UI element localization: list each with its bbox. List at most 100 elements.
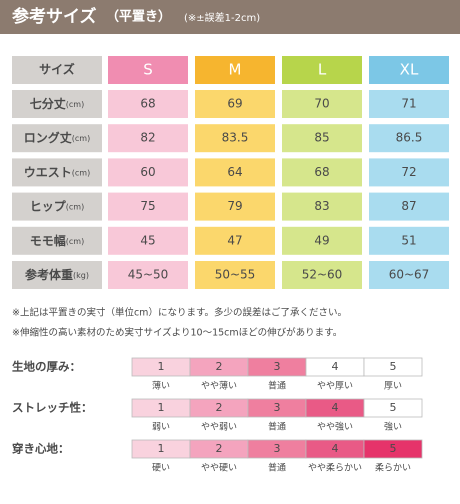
- scale-step: 3: [274, 442, 281, 455]
- value-cell: [195, 261, 275, 289]
- row-label: 参考体重(kg): [25, 267, 89, 282]
- value-cell: [108, 158, 188, 187]
- size-label: S: [143, 61, 153, 79]
- size-cell: [282, 56, 362, 84]
- scale-step: 1: [158, 401, 165, 414]
- value-cell: [282, 90, 362, 118]
- scale-text: やや厚い: [317, 381, 353, 392]
- value-text: 64: [227, 165, 242, 179]
- value-text: 47: [227, 233, 242, 247]
- row-label-cell: [12, 226, 102, 255]
- value-cell: [108, 90, 188, 118]
- value-text: 50~55: [215, 268, 256, 282]
- value-text: 83.5: [222, 131, 249, 145]
- size-label: L: [318, 61, 327, 79]
- scale-step: 1: [158, 360, 165, 373]
- value-cell: [369, 90, 449, 118]
- scale-text: 厚い: [384, 381, 402, 392]
- row-label-unit: (kg): [73, 271, 89, 280]
- value-text: 75: [140, 199, 155, 213]
- scale-step: 2: [216, 360, 223, 373]
- row-label: ウエスト(cm): [24, 165, 90, 179]
- row-label-unit: (cm): [66, 100, 84, 109]
- row-label-unit: (cm): [72, 168, 90, 177]
- note: ※伸縮性の高い素材のため実寸サイズより10～15cmほどの伸びがあります。: [12, 327, 342, 339]
- value-text: 49: [314, 233, 329, 247]
- size-cell: [195, 56, 275, 84]
- row-label-text: ロング丈: [24, 130, 72, 145]
- corner-cell: [12, 56, 102, 84]
- value-cell: [108, 124, 188, 153]
- value-text: 45: [140, 233, 155, 247]
- value-cell: [195, 124, 275, 153]
- header-bar: [0, 0, 460, 34]
- value-text: 60~67: [389, 268, 430, 282]
- corner-label: サイズ: [39, 62, 75, 77]
- scale-text: やや硬い: [201, 463, 237, 474]
- value-cell: [282, 226, 362, 255]
- row-label-cell: [12, 261, 102, 289]
- value-cell: [282, 261, 362, 289]
- value-cell: [369, 261, 449, 289]
- value-text: 72: [401, 165, 416, 179]
- value-text: 70: [314, 97, 329, 111]
- note: ※上記は平置きの実寸（単位cm）になります。多少の誤差はご了承ください。: [12, 307, 347, 319]
- value-text: 83: [314, 199, 329, 213]
- scale-step: 3: [274, 360, 281, 373]
- row-label: 七分丈(cm): [30, 96, 84, 111]
- row-label-text: ヒップ: [30, 198, 67, 213]
- value-cell: [195, 158, 275, 187]
- row-label-text: モモ幅: [30, 232, 66, 247]
- value-text: 79: [227, 199, 242, 213]
- value-cell: [108, 226, 188, 255]
- row-label: モモ幅(cm): [30, 232, 84, 247]
- value-cell: [369, 192, 449, 221]
- value-text: 60: [140, 165, 155, 179]
- value-cell: [195, 226, 275, 255]
- scale-text: 普通: [268, 421, 286, 433]
- scale-step: 2: [216, 442, 223, 455]
- scale-text: 強い: [384, 421, 402, 433]
- value-cell: [282, 192, 362, 221]
- scale-step: 5: [390, 360, 397, 373]
- value-text: 85: [314, 131, 329, 145]
- value-text: 52~60: [302, 268, 343, 282]
- value-text: 69: [227, 97, 242, 111]
- row-label-cell: [12, 192, 102, 221]
- scale-step: 1: [158, 442, 165, 455]
- scale-text: やや柔らかい: [308, 463, 362, 474]
- row-label: ロング丈(cm): [24, 130, 90, 145]
- scale-label: 穿き心地：: [12, 442, 70, 456]
- scale-box: [363, 439, 423, 459]
- row-label-text: 参考体重: [25, 267, 73, 282]
- value-text: 82: [140, 131, 155, 145]
- scale-text: やや強い: [317, 421, 353, 433]
- scale-text: 普通: [268, 462, 286, 474]
- scale-step: 5: [390, 401, 397, 414]
- value-cell: [369, 226, 449, 255]
- value-text: 68: [314, 165, 329, 179]
- scale-box: [363, 357, 423, 377]
- header-subtitle: （平置き）: [106, 9, 171, 25]
- row-label-cell: [12, 158, 102, 187]
- value-cell: [369, 158, 449, 187]
- value-text: 68: [140, 97, 155, 111]
- value-text: 45~50: [128, 268, 169, 282]
- scale-step: 5: [390, 442, 397, 455]
- scale-label: 生地の厚み：: [12, 360, 81, 374]
- size-cell: [108, 56, 188, 84]
- scale-text: 柔らかい: [375, 463, 411, 474]
- value-cell: [108, 192, 188, 221]
- scale-step: 4: [332, 360, 339, 373]
- scale-text: やや薄い: [201, 380, 237, 392]
- value-text: 87: [401, 199, 416, 213]
- header-title: 参考サイズ: [12, 6, 97, 27]
- scale-step: 2: [216, 401, 223, 414]
- scale-text: 薄い: [152, 380, 170, 392]
- value-cell: [282, 158, 362, 187]
- value-cell: [369, 124, 449, 153]
- scale-text: 弱い: [152, 422, 170, 433]
- scale-text: 普通: [268, 380, 286, 392]
- value-cell: [195, 90, 275, 118]
